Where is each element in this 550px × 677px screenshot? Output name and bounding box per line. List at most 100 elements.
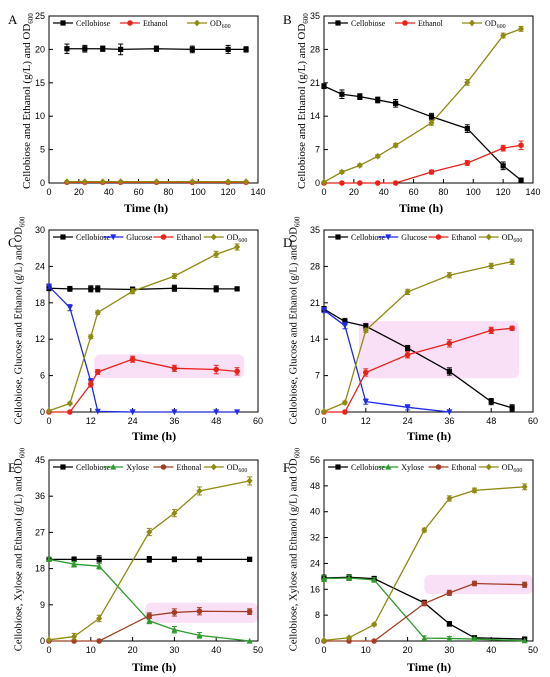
data-point-e-od600-5	[196, 487, 203, 495]
data-point-b-cellobiose-2	[357, 94, 363, 100]
data-point-b-od600-0	[321, 178, 327, 186]
y-tick-label-c-3: 18	[35, 298, 45, 308]
panel-letter-f: F	[283, 460, 291, 475]
x-tick-label-f-5: 50	[528, 645, 538, 655]
data-point-c-od600-3	[94, 309, 101, 316]
legend-marker-c-ethanol	[160, 234, 167, 240]
y-tick-label-f-6: 48	[310, 481, 320, 491]
data-point-f-ethonal-5	[471, 580, 478, 587]
data-point-b-ethanol-5	[428, 169, 435, 175]
data-point-f-od600-5	[471, 486, 478, 494]
data-point-e-xylose-2	[96, 562, 103, 569]
plot-frame-e	[48, 459, 259, 642]
data-point-c-od600-4	[129, 287, 136, 295]
data-point-b-ethanol-3	[374, 180, 381, 186]
data-point-b-cellobiose-8	[518, 177, 524, 183]
legend-label-d-od600: OD600	[502, 233, 523, 244]
data-point-c-glucose-4	[129, 409, 136, 416]
x-tick-label-e-1: 10	[86, 645, 96, 655]
legend-marker-f-od600	[485, 463, 492, 471]
legend-marker-c-od600	[210, 233, 217, 241]
data-point-d-od600-0	[321, 408, 327, 415]
legend-marker-d-glucose	[385, 234, 392, 241]
legend-label-d-ethanol: Ethanol	[452, 233, 478, 242]
legend-label-e-ethonal: Ethonal	[177, 463, 203, 472]
x-tick-label-a-6: 120	[221, 187, 236, 197]
legend-marker-f-xylose	[385, 463, 392, 470]
y-tick-label-c-2: 12	[35, 334, 45, 344]
chart-b-svg: 0 20 40 60 80 100 120 140 0 7 14 21 28 35 Cellobiose Et…	[310, 11, 541, 197]
data-point-e-od600-0	[46, 636, 52, 644]
panel-a: A 0 20 40 60 80 100 120 140 0 5 10 15 20 25 Cellobiose…	[0, 0, 275, 220]
legend-marker-e-xylose	[110, 463, 117, 470]
data-point-c-od600-1	[66, 400, 73, 407]
data-point-b-od600-8	[518, 25, 525, 33]
data-point-f-xylose-1	[346, 574, 353, 581]
data-point-d-od600-4	[446, 271, 453, 279]
data-point-c-ethanol-1	[67, 409, 73, 415]
data-point-c-cellobiose-7	[234, 286, 240, 292]
legend-marker-c-glucose	[110, 234, 117, 241]
panel-e: E 0 10 20 30 40 50 0 9 18 27 36 45 Cellobiose Xylose E…	[0, 445, 275, 677]
data-point-f-xylose-2	[371, 576, 378, 583]
legend-label-b-ethanol: Ethanol	[418, 19, 444, 28]
data-point-e-od600-4	[171, 509, 178, 517]
legend-label-b-od600: OD600	[485, 19, 506, 30]
series-line-c-ethanol	[49, 358, 238, 413]
data-point-b-cellobiose-7	[500, 163, 506, 169]
x-tick-label-b-2: 40	[379, 187, 389, 197]
data-point-f-xylose-3	[421, 634, 428, 641]
data-point-f-od600-1	[346, 634, 353, 642]
legend-marker-d-cellobiose	[335, 234, 341, 240]
legend-label-e-od600: OD600	[227, 463, 248, 474]
y-tick-label-a-4: 20	[35, 44, 45, 54]
data-point-d-od600-5	[488, 262, 495, 270]
panel-letter-e: E	[8, 460, 16, 475]
panel-f: F 0 10 20 30 40 50 0 8 16 24 32 40 48 56 Cellobiose Xyl…	[275, 445, 550, 677]
data-point-d-cellobiose-6	[509, 405, 515, 411]
y-axis-label-b: Cellobiose and Ethanol (g/L) and OD600	[295, 13, 311, 189]
data-point-c-ethanol-4	[129, 356, 136, 363]
x-tick-label-d-2: 24	[403, 416, 413, 426]
data-point-a-od600-3	[117, 178, 124, 186]
x-tick-label-a-1: 20	[74, 187, 84, 197]
legend-marker-e-ethonal	[160, 464, 167, 470]
data-point-a-od600-6	[225, 178, 232, 186]
legend-marker-b-cellobiose	[335, 20, 341, 26]
data-point-c-od600-2	[87, 333, 94, 341]
legend-label-d-cellobiose: Cellobiose	[351, 233, 386, 242]
legend-label-a-od600: OD600	[210, 19, 231, 30]
legend-label-c-od600: OD600	[227, 233, 248, 244]
data-point-a-cellobiose-7	[243, 46, 249, 52]
panel-b: B 0 20 40 60 80 100 120 140 0 7 14 21 28 35 Cellobiose…	[275, 0, 550, 220]
data-point-f-ethonal-2	[371, 638, 377, 644]
x-tick-label-c-0: 0	[46, 416, 51, 426]
data-point-e-xylose-6	[246, 637, 253, 644]
x-tick-label-e-4: 40	[211, 645, 221, 655]
legend-label-e-xylose: Xylose	[126, 463, 149, 472]
data-point-f-ethonal-4	[446, 590, 453, 596]
y-tick-label-a-1: 5	[40, 145, 45, 155]
data-point-c-cellobiose-6	[213, 286, 219, 292]
legend-marker-d-od600	[485, 233, 492, 241]
data-point-c-ethanol-5	[171, 365, 178, 372]
data-point-a-cellobiose-5	[189, 46, 195, 52]
data-point-e-ethonal-2	[96, 638, 102, 644]
chart-a-svg: 0 20 40 60 80 100 120 140 0 5 10 15 20 25 Cellobiose Et…	[35, 11, 266, 197]
x-tick-label-c-5: 60	[253, 416, 263, 426]
data-point-c-ethanol-6	[213, 366, 219, 373]
data-point-b-od600-7	[500, 32, 507, 39]
x-tick-label-b-4: 80	[438, 187, 448, 197]
series-line-c-cellobiose	[48, 287, 238, 291]
panel-c: C 0 12 24 36 48 60 0 6 12 18 24 30 Cellobiose Glucose…	[0, 217, 275, 445]
y-tick-label-c-1: 6	[40, 371, 45, 381]
data-point-c-cellobiose-5	[171, 285, 177, 291]
y-tick-label-f-3: 24	[310, 558, 320, 568]
legend-marker-a-cellobiose	[60, 20, 66, 26]
y-tick-label-a-3: 15	[35, 78, 45, 88]
legend-label-f-cellobiose: Cellobiose	[351, 463, 386, 472]
data-point-c-glucose-7	[234, 409, 241, 416]
legend-marker-f-ethonal	[435, 464, 442, 470]
data-point-c-cellobiose-3	[95, 286, 101, 292]
y-tick-label-d-2: 14	[310, 334, 320, 344]
